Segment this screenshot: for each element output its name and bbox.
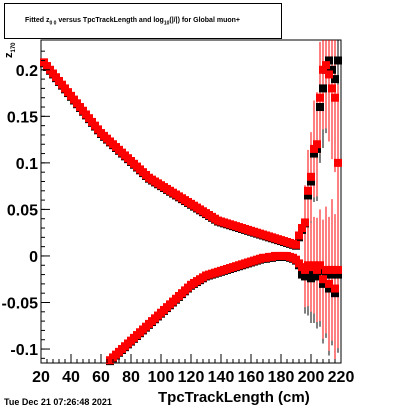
data-point [325,56,333,65]
x-tick-label: 220 [328,369,355,386]
data-point [334,265,342,274]
data-point [307,172,315,181]
data-point [304,186,312,195]
data-point [310,144,318,153]
data-point [334,158,342,167]
x-tick-label: 140 [208,369,235,386]
x-tick-label: 20 [32,369,50,386]
data-point [331,289,339,298]
data-point [328,84,336,93]
y-tick-label: 0 [29,249,38,266]
title-subscript-log: 10 [163,20,170,27]
title-subscript: 0 0 [49,20,57,27]
data-point [316,261,324,270]
y-axis-title: z170 [3,42,17,58]
data-point [310,149,318,158]
data-point [331,284,339,293]
title-middle: versus TpcTrackLength and log [56,17,164,24]
data-point [322,270,330,279]
x-tick-label: 200 [298,369,325,386]
timestamp: Tue Dec 21 07:26:48 2021 [4,397,112,407]
y-axis-subscript: 170 [11,42,18,53]
data-point [331,75,339,84]
chart-title: Fitted z0 0 versus TpcTrackLength and lo… [25,17,240,26]
x-axis-title: TpcTrackLength (cm) [158,389,310,406]
x-tick-label: 160 [238,369,265,386]
x-tick-label: 120 [178,369,205,386]
data-point [313,265,321,274]
data-point [301,218,309,227]
data-point [325,284,333,293]
x-tick-label: 180 [268,369,295,386]
data-point [313,272,321,281]
data-point [334,270,342,279]
x-tick-label: 80 [122,369,140,386]
data-point [325,279,333,288]
y-axis-label: z [3,52,15,59]
data-point [301,265,309,274]
data-point [316,93,324,102]
y-tick-label: 0.1 [16,156,38,173]
x-tick-label: 60 [92,369,110,386]
x-tick-label: 40 [62,369,80,386]
data-point [334,56,342,65]
title-suffix: (|/|) for Global muon+ [169,17,240,24]
data-point [298,224,306,233]
data-point [307,177,315,186]
data-point [325,70,333,79]
title-box: Fitted z0 0 versus TpcTrackLength and lo… [4,3,282,39]
data-point [316,103,324,112]
data-point [319,84,327,93]
data-point [319,275,327,284]
data-point [310,261,318,270]
y-tick-label: 0.2 [16,63,38,80]
data-point [331,93,339,102]
data-point [319,279,327,288]
data-point [295,231,303,240]
x-tick-label: 100 [148,369,175,386]
y-tick-label: -0.1 [10,342,38,359]
y-tick-label: 0.15 [7,109,38,126]
data-point [328,65,336,74]
y-tick-label: 0.05 [7,202,38,219]
data-point [328,265,336,274]
data-point [322,265,330,274]
data-point [304,191,312,200]
y-tick-label: -0.05 [2,295,39,312]
title-prefix: Fitted z [25,17,50,24]
data-point [322,61,330,70]
data-point [313,140,321,149]
data-point [328,270,336,279]
data-point [319,65,327,74]
data-point [292,240,300,249]
